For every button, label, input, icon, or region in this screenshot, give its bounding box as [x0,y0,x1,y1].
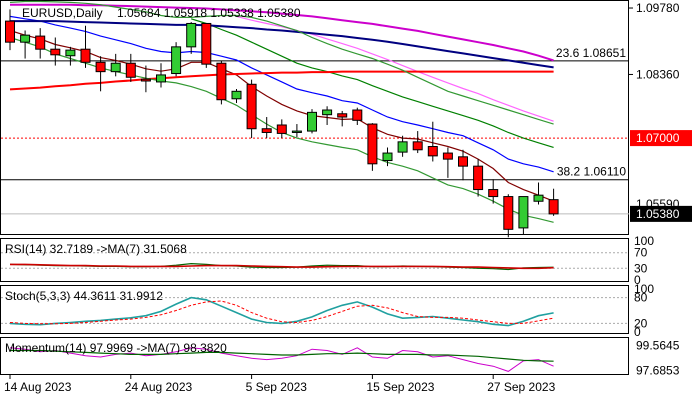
candle-body [518,196,529,229]
momentum-ma-line [10,349,554,362]
candle-body [80,48,91,63]
stoch-tick-label: 100 [634,282,654,296]
candle-body [397,141,408,153]
momentum-label: Momentum(14) 97.9969 ->MA(7) 98.3820 [5,341,227,355]
chart-header-title: EURUSD,Daily [22,6,103,20]
candle-body [503,196,514,230]
candle-body [125,62,136,78]
candle-body [110,62,121,73]
candle-body [382,152,393,162]
current-price-label: 1.05380 [636,207,680,221]
candle-body [473,165,484,191]
current-price-box [630,205,692,222]
candle-body [291,130,302,133]
fib-label: 23.6 1.08651 [556,46,626,60]
momentum-line [9,347,554,372]
ma-navy-line [10,20,554,69]
candle-body [95,61,106,73]
rsi-tick-label: 100 [634,234,654,248]
date-tick-label: 27 Sep 2023 [487,380,555,394]
candle-body [20,34,31,43]
candle-body [548,199,559,215]
candle-body [231,90,242,100]
candle-body [442,152,453,160]
candle-body [5,20,15,43]
momentum-pane-frame [0,337,629,375]
rsi-tick-label: 0 [634,273,641,287]
candle-body [261,128,272,133]
rsi-ma-line [10,263,554,270]
stoch-label: Stoch(5,3,3) 44.3611 31.9912 [5,289,163,303]
candle-body [412,141,423,151]
price-tick-label: 1.09780 [636,1,680,15]
stoch-tick-label: 20 [634,316,648,330]
candle-body [322,109,333,116]
stoch-tick-label: 80 [634,291,648,305]
stoch-d-line [9,300,554,325]
candle-body [201,22,212,65]
candle-body [352,109,363,121]
main-pane-frame [0,0,629,235]
candle-body [140,78,151,82]
candle-body [246,83,257,130]
rsi-tick-label: 70 [634,246,648,260]
stoch-k-line [9,296,554,327]
date-tick-label: 15 Sep 2023 [366,380,434,394]
candle-body [216,62,227,101]
candle-body [367,123,378,165]
stoch-pane-frame [0,285,629,334]
date-tick-label: 5 Sep 2023 [246,380,308,394]
candle-body [337,113,348,118]
candle-body [427,146,438,157]
candle-body [171,46,182,75]
ma-blue-line [9,15,554,173]
candle-body [50,48,61,56]
candle-body [488,189,499,198]
date-tick-label: 14 Aug 2023 [4,380,72,394]
candle-body [276,124,287,134]
candle-body [186,22,197,48]
candle-body [458,156,468,167]
candle-body [307,111,317,132]
candle-body [533,194,544,202]
bb-upper-line [9,0,554,125]
key-level-label: 1.07000 [636,131,680,145]
chart-header-ohlc: 1.05684 1.05918 1.05338 1.05380 [117,6,301,20]
candle-body [156,74,166,83]
momentum-tick-label: 97.6853 [636,363,680,377]
candle-body [35,35,46,50]
fib-label: 38.2 1.06110 [557,165,627,179]
candle-body [65,49,76,57]
stoch-tick-label: 0 [634,325,641,339]
rsi-tick-label: 30 [634,261,648,275]
key-level-box [630,130,692,147]
ma-red-line [9,70,554,91]
ma-green-line [191,18,554,148]
date-tick-label: 24 Aug 2023 [125,380,193,394]
momentum-tick-label: 99.5645 [636,339,680,353]
rsi-label: RSI(14) 32.7189 ->MA(7) 31.5068 [5,242,187,256]
price-tick-label: 1.08360 [636,67,680,81]
rsi-pane-frame [0,238,629,282]
